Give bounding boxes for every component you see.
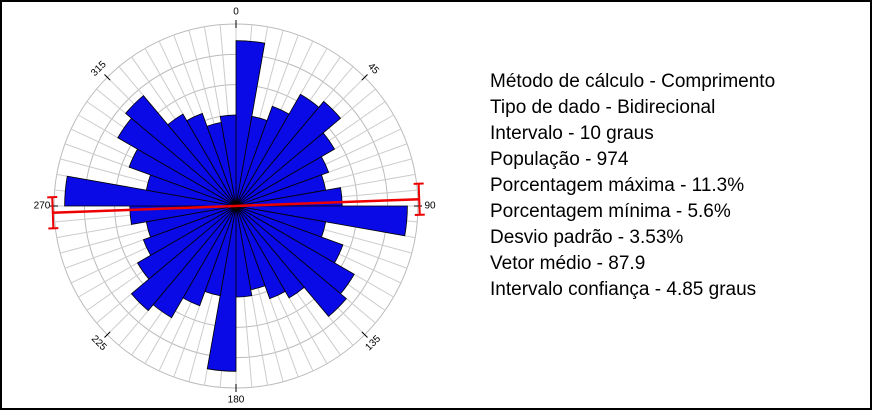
- stat-line: Vetor médio - 87.9: [490, 253, 645, 274]
- stat-line: Intervalo - 10 graus: [490, 123, 654, 144]
- angle-label: 90: [424, 201, 436, 212]
- angle-label: 180: [228, 395, 245, 406]
- confidence-bar: [419, 184, 420, 215]
- stat-line: População - 974: [490, 149, 629, 170]
- stat-line: Porcentagem mínima - 5.6%: [490, 201, 731, 222]
- stat-line: Intervalo confiança - 4.85 graus: [490, 279, 756, 300]
- confidence-bar: [52, 197, 53, 228]
- angle-label: 270: [34, 201, 51, 212]
- stat-line: Desvio padrão - 3.53%: [490, 227, 683, 248]
- stat-line: Porcentagem máxima - 11.3%: [490, 175, 744, 196]
- angle-label: 0: [233, 7, 239, 18]
- stat-line: Método de cálculo - Comprimento: [490, 71, 775, 92]
- stat-line: Tipo de dado - Bidirecional: [490, 97, 715, 118]
